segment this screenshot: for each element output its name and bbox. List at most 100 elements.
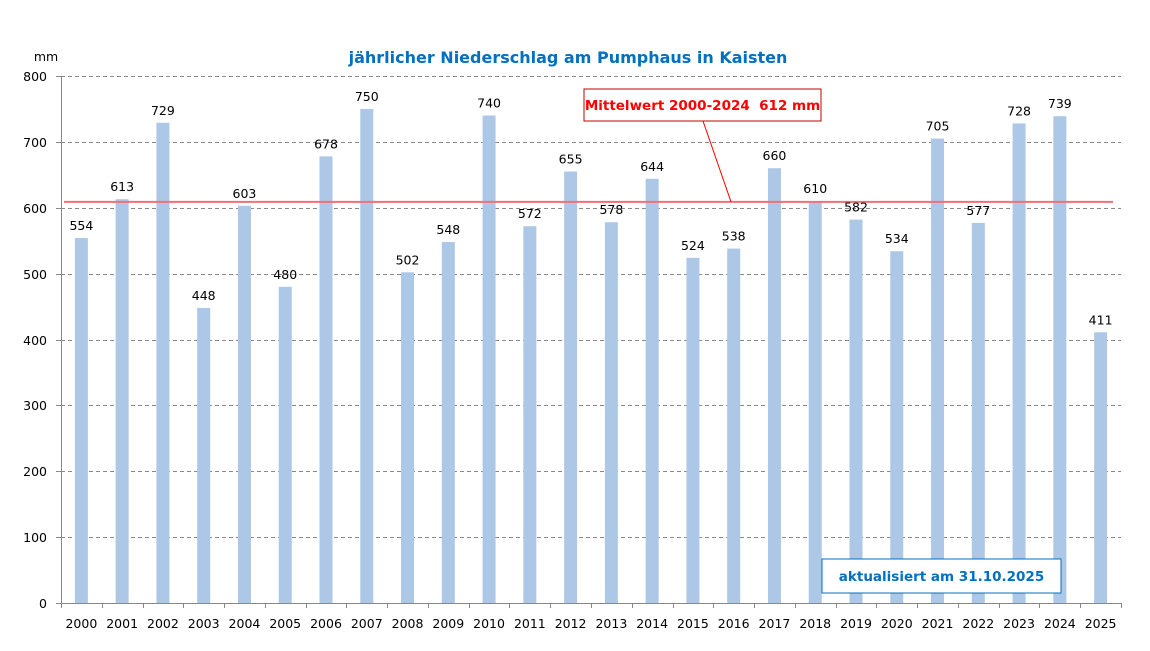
y-tick-label: 400 <box>23 333 47 348</box>
data-label: 502 <box>396 252 420 267</box>
y-axis-unit-label: mm <box>34 49 58 64</box>
x-tick-label: 2019 <box>840 616 872 631</box>
bar <box>360 108 374 603</box>
bar <box>115 199 129 603</box>
bar <box>523 226 537 603</box>
x-tick-label: 2004 <box>229 616 261 631</box>
x-tick-label: 2006 <box>310 616 342 631</box>
data-label: 728 <box>1007 103 1031 118</box>
data-label: 610 <box>803 181 827 196</box>
data-label: 411 <box>1089 312 1113 327</box>
x-tick-label: 2025 <box>1085 616 1117 631</box>
bar <box>971 222 985 603</box>
data-label: 655 <box>559 152 583 167</box>
data-label: 572 <box>518 206 542 221</box>
x-tick-label: 2022 <box>962 616 994 631</box>
data-label: 578 <box>599 202 623 217</box>
x-tick-label: 2018 <box>799 616 831 631</box>
data-label: 548 <box>436 222 460 237</box>
bars <box>74 108 1108 604</box>
y-tick-label: 200 <box>23 464 47 479</box>
bar <box>278 286 292 603</box>
y-tick-label: 300 <box>23 398 47 413</box>
data-label: 582 <box>844 200 868 215</box>
bar <box>441 242 455 603</box>
data-label: 603 <box>233 186 257 201</box>
chart-title: jährlicher Niederschlag am Pumphaus in K… <box>348 48 788 67</box>
x-tick-label: 2024 <box>1044 616 1076 631</box>
x-tick-label: 2005 <box>269 616 301 631</box>
x-tick-label: 2017 <box>759 616 791 631</box>
mean-callout-leader-line <box>702 120 732 203</box>
mean-callout: Mittelwert 2000-2024 612 mm <box>583 88 822 203</box>
bar <box>401 272 415 603</box>
x-tick-label: 2001 <box>106 616 138 631</box>
bar <box>1012 123 1026 604</box>
mean-callout-label: Mittelwert 2000-2024 612 mm <box>585 98 820 114</box>
x-tick-label: 2000 <box>65 616 97 631</box>
bar <box>931 138 945 604</box>
y-tick-label: 600 <box>23 201 47 216</box>
y-tick-label: 500 <box>23 267 47 282</box>
y-tick-label: 0 <box>39 596 47 611</box>
data-label: 740 <box>477 96 501 111</box>
data-label: 739 <box>1048 96 1072 111</box>
bar <box>849 219 863 604</box>
bar <box>74 238 88 604</box>
x-axis-tick-labels: 2000 2001 2002 2003 2004 2005 2006 2007 2008 2009… <box>65 616 1116 631</box>
x-tick-label: 2007 <box>351 616 383 631</box>
bar <box>686 257 700 603</box>
x-tick-label: 2015 <box>677 616 709 631</box>
x-tick-label: 2013 <box>595 616 627 631</box>
data-label: 750 <box>355 89 379 104</box>
bar <box>482 115 496 604</box>
x-tick-label: 2021 <box>922 616 954 631</box>
x-tick-label: 2002 <box>147 616 179 631</box>
bar <box>319 156 333 603</box>
bar <box>808 201 822 603</box>
data-label: 729 <box>151 103 175 118</box>
bar <box>767 168 781 603</box>
data-label: 524 <box>681 238 705 253</box>
data-label: 480 <box>273 267 297 282</box>
data-label: 678 <box>314 136 338 151</box>
data-label: 554 <box>69 218 93 233</box>
y-axis-tick-labels: 0 100 200 300 400 500 600 700 800 <box>23 69 47 611</box>
x-tick-label: 2020 <box>881 616 913 631</box>
x-tick-label: 2016 <box>718 616 750 631</box>
bar <box>645 178 659 603</box>
bar <box>156 122 170 604</box>
bar <box>237 205 251 603</box>
axes <box>61 76 1122 608</box>
y-tick-label: 800 <box>23 69 47 84</box>
y-tick-label: 700 <box>23 135 47 150</box>
data-label: 705 <box>926 119 950 134</box>
data-label: 538 <box>722 229 746 244</box>
x-tick-label: 2012 <box>555 616 587 631</box>
bar <box>1053 116 1067 603</box>
bar <box>564 171 578 604</box>
x-tick-label: 2014 <box>636 616 668 631</box>
x-tick-label: 2011 <box>514 616 546 631</box>
mean-callout-box <box>583 88 822 122</box>
data-label: 577 <box>966 203 990 218</box>
bar <box>604 222 618 603</box>
data-label: 660 <box>763 148 787 163</box>
data-labels: 554 613 729 448 603 480 678 750 502 548 740 572 655 5… <box>69 89 1112 327</box>
bar <box>727 248 741 603</box>
x-tick-label: 2010 <box>473 616 505 631</box>
y-tick-label: 100 <box>23 530 47 545</box>
data-label: 448 <box>192 288 216 303</box>
update-annotation-box <box>821 558 1062 594</box>
x-tick-label: 2009 <box>432 616 464 631</box>
data-label: 644 <box>640 159 664 174</box>
bar <box>1094 332 1108 603</box>
x-tick-label: 2008 <box>392 616 424 631</box>
x-tick-label: 2003 <box>188 616 220 631</box>
bar <box>890 251 904 604</box>
gridlines <box>56 76 1121 604</box>
x-tick-label: 2023 <box>1003 616 1035 631</box>
update-annotation-label: aktualisiert am 31.10.2025 <box>839 569 1044 585</box>
bar <box>197 307 211 603</box>
